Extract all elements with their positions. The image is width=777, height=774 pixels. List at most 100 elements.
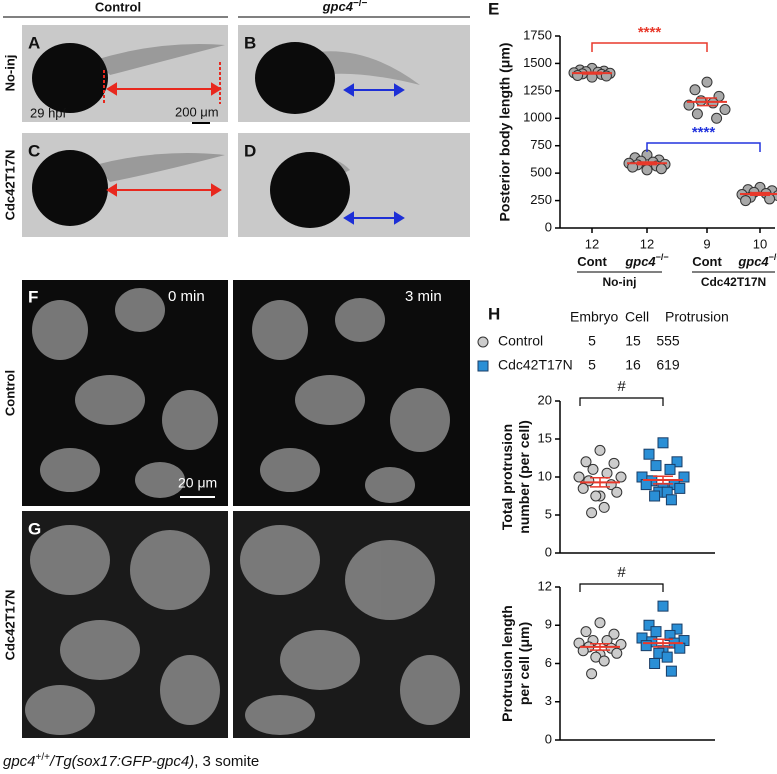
- row-label: Cdc42T17N: [2, 590, 17, 661]
- y-tick-label: 3: [545, 693, 552, 708]
- y-tick-label: 15: [538, 430, 552, 445]
- data-point: [586, 507, 598, 519]
- data-point: [580, 626, 592, 638]
- data-point: [572, 69, 584, 81]
- panel-letter: A: [28, 33, 40, 52]
- data-point: [601, 467, 613, 479]
- y-tick-label: 250: [530, 192, 552, 207]
- table-header: Cell: [625, 309, 649, 325]
- time-label: 0 min: [168, 288, 205, 305]
- table-cell: 619: [656, 357, 680, 373]
- data-point: [664, 463, 676, 475]
- data-point: [707, 97, 719, 109]
- data-point: [671, 456, 683, 468]
- data-point: [695, 95, 707, 107]
- category-label: Cont: [577, 254, 607, 269]
- row-label: No-inj: [2, 55, 17, 92]
- significance-bracket: [591, 42, 708, 52]
- data-point: [598, 501, 610, 513]
- data-point: [640, 479, 652, 491]
- table-cell: 5: [588, 357, 596, 373]
- data-point: [643, 619, 655, 631]
- y-tick-label: 500: [530, 165, 552, 180]
- data-point: [627, 161, 639, 173]
- data-point: [657, 600, 669, 612]
- data-point: [590, 490, 602, 502]
- data-point: [701, 76, 713, 88]
- table-cell: 16: [625, 357, 641, 373]
- column-header-sup: −/−: [353, 0, 368, 9]
- column-header-text: gpc4: [322, 0, 354, 14]
- group-label: Cdc42T17N: [701, 275, 766, 289]
- panel-letter: B: [244, 33, 256, 52]
- panel-letter: E: [488, 0, 499, 18]
- data-point: [674, 482, 686, 494]
- data-point: [577, 482, 589, 494]
- y-tick-label: 1250: [523, 82, 552, 97]
- significance-bracket: [579, 583, 664, 592]
- row-label: Control: [2, 370, 17, 416]
- y-axis-label-line: Total protrusion: [499, 424, 515, 530]
- panel-images: [22, 25, 470, 237]
- caption-part: gpc4: [3, 753, 36, 770]
- data-point: [740, 195, 752, 207]
- time-label: 3 min: [405, 288, 442, 305]
- category-sup: −/−: [769, 252, 777, 262]
- category-text: gpc4: [624, 254, 656, 269]
- data-point: [608, 628, 620, 640]
- y-axis-label-line: per cell (μm): [516, 622, 532, 705]
- significance-bracket: [579, 397, 664, 406]
- legend-marker: [477, 360, 489, 372]
- category-label: gpc4−/−: [737, 252, 777, 269]
- n-label: 12: [585, 236, 599, 251]
- y-tick-label: 6: [545, 655, 552, 670]
- y-tick-label: 5: [545, 506, 552, 521]
- legend-label: Control: [498, 333, 543, 349]
- data-point: [649, 490, 661, 502]
- data-point: [594, 444, 606, 456]
- data-point: [650, 460, 662, 472]
- data-point: [611, 647, 623, 659]
- data-point: [691, 108, 703, 120]
- data-point: [719, 104, 731, 116]
- data-point: [598, 655, 610, 667]
- y-tick-label: 0: [545, 544, 552, 559]
- category-sup: −/−: [656, 252, 669, 262]
- legend-marker: [477, 336, 489, 348]
- data-point: [641, 164, 653, 176]
- table-header: Protrusion: [665, 309, 729, 325]
- category-text: Cont: [577, 254, 607, 269]
- panel-letter: C: [28, 141, 40, 160]
- table-cell: 5: [588, 333, 596, 349]
- category-text: gpc4: [737, 254, 769, 269]
- y-tick-label: 750: [530, 137, 552, 152]
- data-point: [678, 471, 690, 483]
- panel-letter: D: [244, 141, 256, 160]
- data-point: [586, 668, 598, 680]
- y-axis-label-line: Protrusion length: [499, 605, 515, 722]
- significance-label: #: [617, 564, 626, 581]
- data-point: [661, 651, 673, 663]
- scale-label: 20 μm: [178, 475, 217, 491]
- panel-letter: H: [488, 304, 500, 323]
- caption-part: , 3 somite: [194, 753, 259, 770]
- data-point: [649, 658, 661, 669]
- n-label: 12: [640, 236, 654, 251]
- category-text: Cont: [692, 254, 722, 269]
- caption: gpc4+/+/Tg(sox17:GFP-gpc4), 3 somite: [3, 752, 259, 770]
- y-tick-label: 9: [545, 617, 552, 632]
- stage-label: 29 hpf: [30, 105, 67, 120]
- group-label: No-inj: [603, 275, 637, 289]
- category-label: gpc4−/−: [624, 252, 668, 269]
- table-cell: 15: [625, 333, 641, 349]
- y-tick-label: 0: [545, 219, 552, 234]
- y-tick-label: 1000: [523, 110, 552, 125]
- data-point: [573, 471, 585, 483]
- n-label: 9: [703, 236, 710, 251]
- y-tick-label: 0: [545, 731, 552, 746]
- data-point: [640, 640, 652, 652]
- legend-label: Cdc42T17N: [498, 357, 573, 373]
- category-label: Cont: [692, 254, 722, 269]
- caption-part: /Tg(sox17:GFP-gpc4): [49, 753, 194, 770]
- significance-label: ****: [692, 124, 716, 141]
